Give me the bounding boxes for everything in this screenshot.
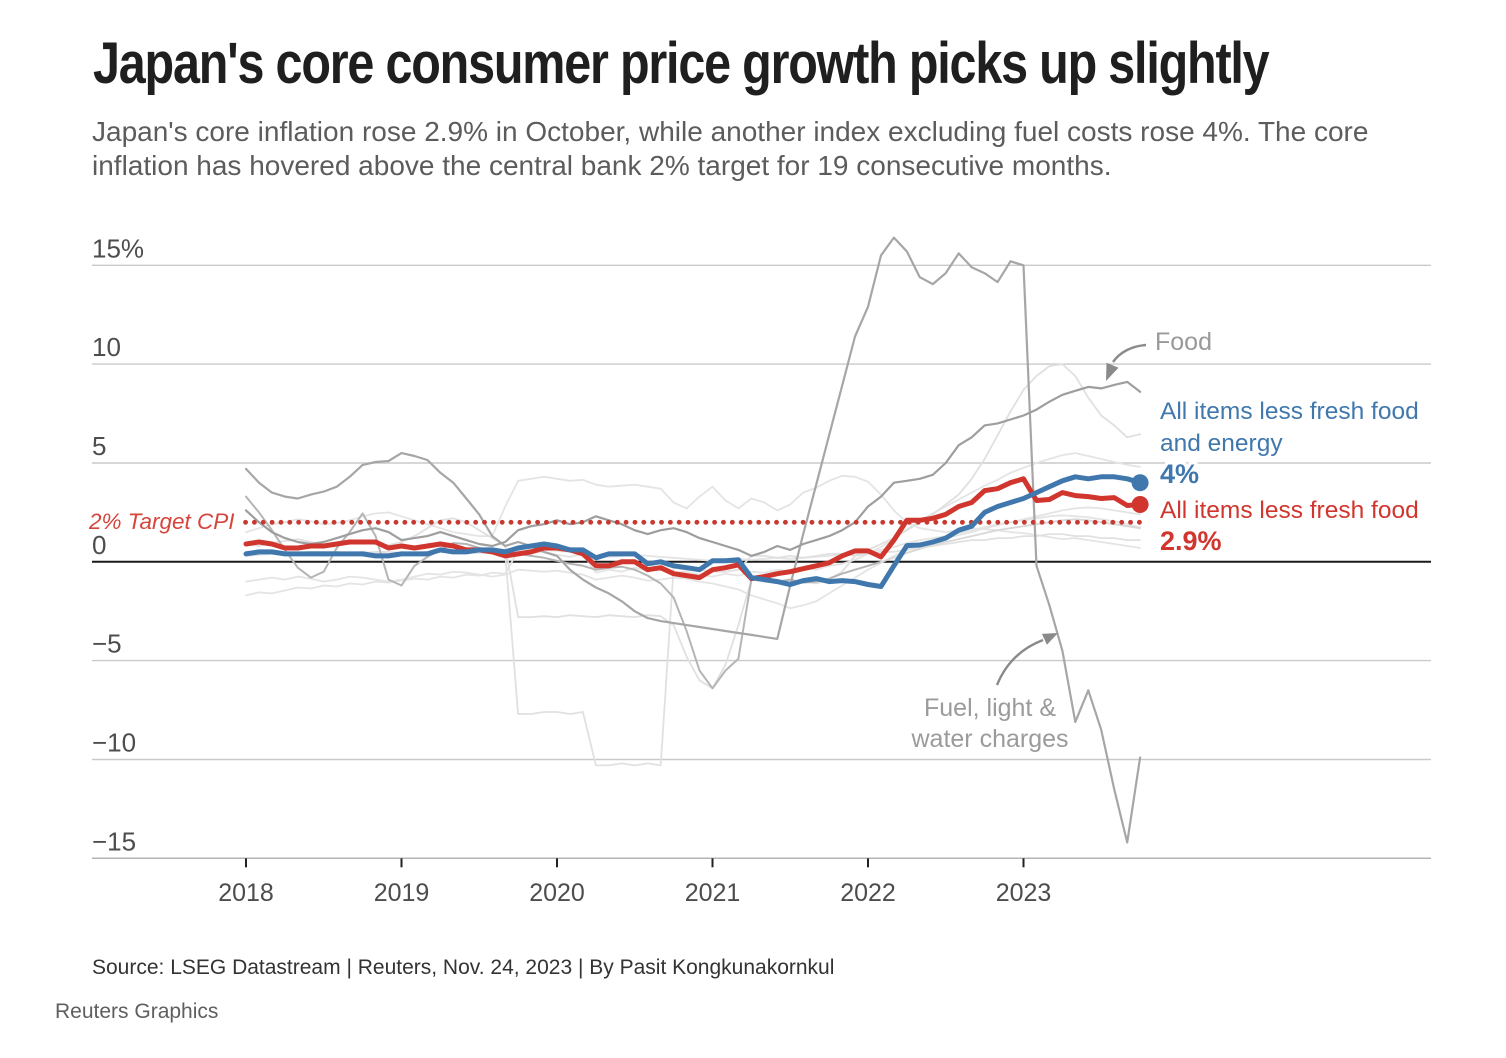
- svg-text:−5: −5: [92, 629, 122, 659]
- svg-text:5: 5: [92, 431, 106, 461]
- svg-text:10: 10: [92, 332, 121, 362]
- svg-text:2023: 2023: [996, 879, 1052, 907]
- svg-text:2% Target CPI: 2% Target CPI: [88, 509, 235, 534]
- svg-text:0: 0: [92, 530, 106, 560]
- svg-text:2020: 2020: [529, 879, 585, 907]
- svg-text:water charges: water charges: [910, 725, 1068, 753]
- svg-text:4%: 4%: [1160, 459, 1199, 489]
- svg-text:2.9%: 2.9%: [1160, 526, 1222, 556]
- svg-text:15%: 15%: [92, 233, 144, 263]
- svg-text:−10: −10: [92, 728, 136, 758]
- svg-text:2022: 2022: [840, 879, 896, 907]
- svg-text:2019: 2019: [374, 879, 430, 907]
- svg-text:All items less fresh food: All items less fresh food: [1160, 497, 1419, 524]
- svg-text:Food: Food: [1155, 328, 1212, 356]
- svg-text:All items less fresh food: All items less fresh food: [1160, 398, 1419, 425]
- svg-text:Fuel, light &: Fuel, light &: [924, 694, 1056, 722]
- svg-text:2018: 2018: [218, 879, 274, 907]
- svg-text:and energy: and energy: [1160, 430, 1283, 457]
- svg-text:2021: 2021: [685, 879, 741, 907]
- svg-text:−15: −15: [92, 826, 136, 856]
